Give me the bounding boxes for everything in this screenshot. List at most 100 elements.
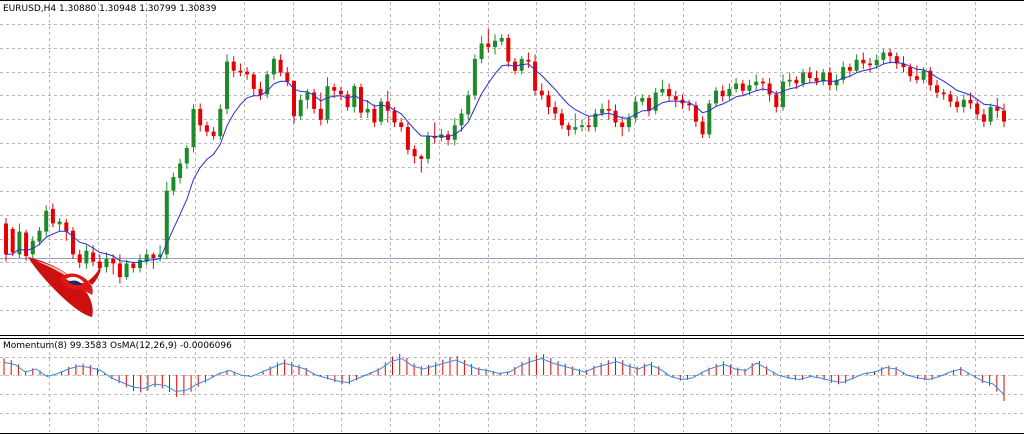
- candle-bull: [171, 177, 176, 191]
- candle-bear: [687, 103, 692, 106]
- candle-bear: [204, 125, 209, 132]
- candle-bear: [533, 61, 538, 91]
- candle-bull: [781, 81, 785, 108]
- candle-bear: [914, 76, 919, 80]
- candle-bear: [345, 94, 350, 108]
- candle-bull: [365, 108, 370, 113]
- candle-bull: [499, 38, 504, 42]
- candle-bear: [211, 131, 216, 137]
- candle-bull: [325, 86, 330, 120]
- candle-bull: [298, 99, 303, 117]
- candle-bear: [647, 98, 651, 111]
- candle-bull: [17, 231, 22, 255]
- candle-bear: [740, 83, 745, 91]
- candle-bull: [573, 127, 578, 130]
- candle-bull: [921, 70, 926, 80]
- candle-bear: [111, 258, 116, 264]
- subwindow-title: Momentum(8) 99.3583 OsMA(12,26,9) -0.000…: [3, 341, 232, 352]
- candle-bull: [961, 99, 966, 108]
- candle-bull: [660, 88, 665, 93]
- candle-bear: [359, 87, 363, 113]
- candle-bear: [894, 56, 899, 64]
- candle-bear: [928, 70, 933, 86]
- candle-bull: [218, 108, 223, 137]
- price-high: 1.30948: [99, 4, 137, 14]
- candle-bear: [285, 72, 290, 82]
- candle-bear: [50, 208, 55, 224]
- candle-bull: [881, 52, 886, 60]
- candle-bear: [131, 263, 136, 268]
- candlestick-series: [4, 28, 1006, 284]
- candle-bear: [606, 108, 611, 111]
- candle-bull: [841, 67, 846, 80]
- candle-bear: [198, 108, 203, 126]
- candle-bear: [553, 107, 558, 114]
- candle-bear: [151, 254, 156, 258]
- candle-bear: [908, 67, 913, 77]
- candle-bear: [77, 254, 82, 263]
- candle-bear: [372, 108, 377, 123]
- candle-bear: [673, 96, 678, 100]
- momentum-line: [3, 357, 1005, 395]
- candle-bull: [988, 107, 993, 122]
- momentum-label: Momentum(8) 99.3583: [3, 341, 108, 351]
- candle-bear: [251, 74, 256, 89]
- candle-bear: [794, 79, 799, 84]
- candle-bear: [238, 70, 243, 73]
- candle-bear: [975, 103, 980, 115]
- candle-bull: [124, 263, 129, 278]
- candle-bull: [452, 125, 457, 140]
- candle-bear: [995, 107, 1000, 111]
- candle-bull: [580, 125, 584, 128]
- candle-bull: [44, 210, 49, 232]
- candle-bear: [827, 72, 832, 86]
- candle-bull: [158, 254, 163, 258]
- osma-histogram: [3, 353, 1005, 401]
- candle-bull: [379, 101, 384, 122]
- candle-bear: [412, 148, 417, 157]
- symbol-label: EURUSD,H4: [3, 4, 57, 14]
- candle-bear: [981, 114, 986, 122]
- candle-bear: [888, 52, 893, 57]
- candle-bear: [767, 83, 772, 95]
- candle-bear: [566, 125, 571, 130]
- candle-bear: [774, 94, 779, 108]
- candle-bull: [479, 43, 484, 59]
- candle-bull: [714, 90, 718, 104]
- candle-bear: [312, 92, 317, 109]
- candle-bear: [332, 87, 337, 91]
- candle-bear: [559, 113, 564, 126]
- candle-bear: [24, 232, 29, 257]
- candle-bear: [97, 261, 102, 268]
- bull-logo: [28, 257, 101, 317]
- candle-bear: [258, 88, 263, 96]
- candle-bear: [91, 252, 96, 262]
- candle-bear: [546, 95, 551, 108]
- candle-bear: [1002, 110, 1006, 122]
- chart-title: EURUSD,H4 1.30880 1.30948 1.30799 1.3083…: [3, 4, 217, 15]
- candle-bear: [720, 90, 725, 97]
- candle-bear: [667, 88, 672, 97]
- candle-bear: [700, 121, 705, 135]
- candle-bull: [426, 136, 430, 159]
- candle-bull: [734, 83, 739, 89]
- candle-bear: [807, 72, 812, 78]
- candle-bull: [472, 58, 477, 96]
- price-low: 1.30799: [139, 4, 177, 14]
- candle-bear: [948, 94, 953, 102]
- candle-bear: [117, 263, 122, 278]
- candle-bull: [144, 254, 149, 262]
- candle-bear: [419, 156, 424, 159]
- candle-bear: [506, 38, 511, 62]
- candle-bull: [138, 259, 142, 268]
- candle-bull: [459, 113, 464, 126]
- candle-bull: [747, 85, 752, 91]
- candle-bear: [868, 63, 872, 66]
- candle-bull: [754, 81, 759, 86]
- candle-bear: [901, 63, 906, 68]
- candle-bull: [184, 148, 189, 164]
- candle-bear: [613, 110, 618, 123]
